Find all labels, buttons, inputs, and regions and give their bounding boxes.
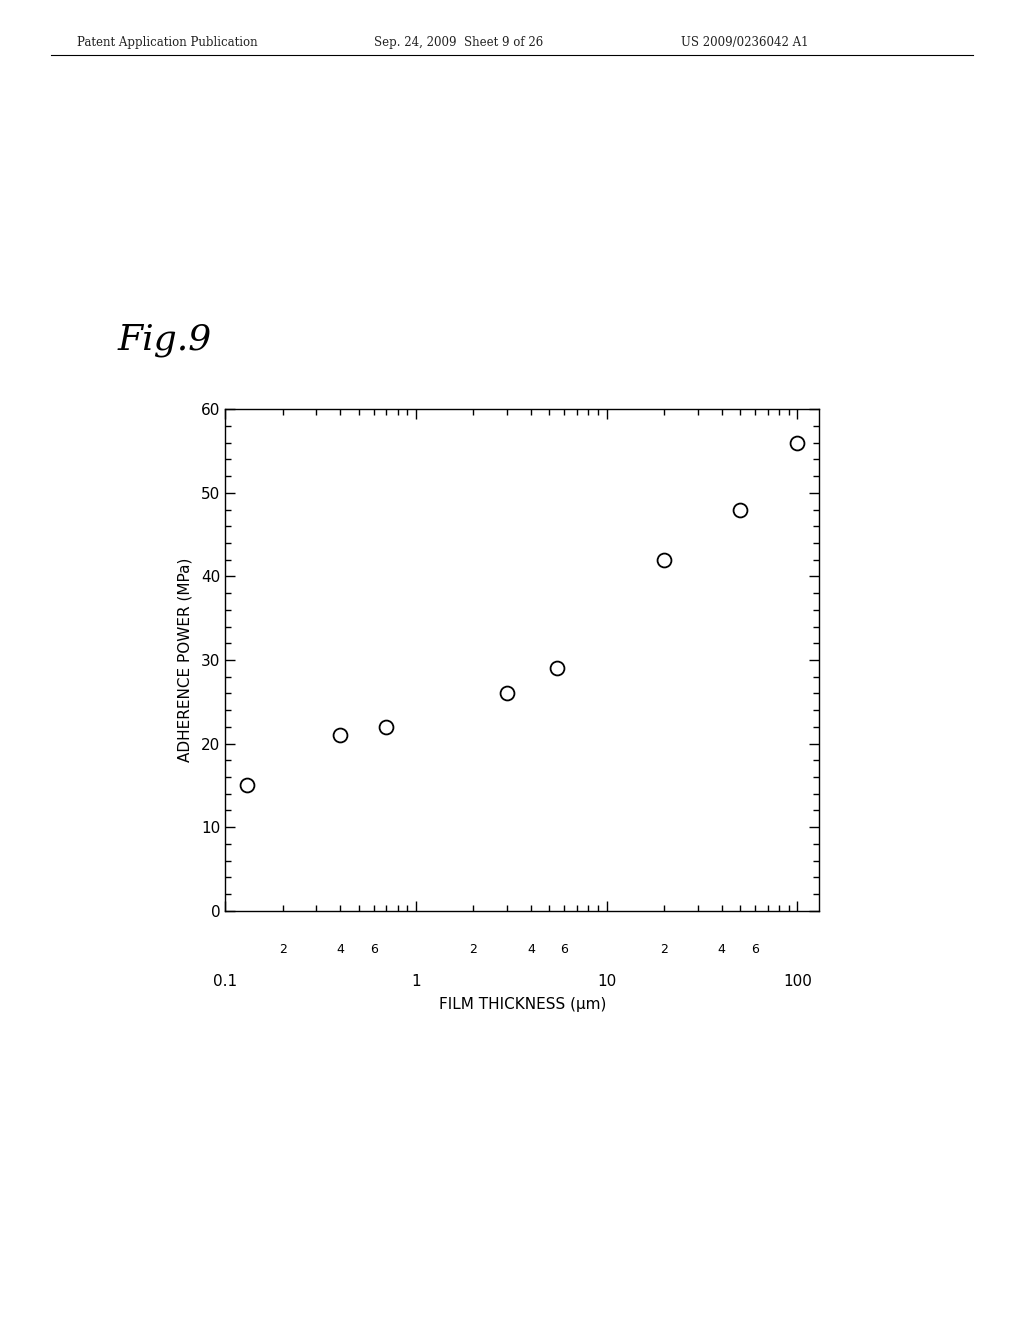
Text: 10: 10 (597, 974, 616, 989)
Text: 2: 2 (469, 942, 477, 956)
Text: Patent Application Publication: Patent Application Publication (77, 36, 257, 49)
Text: 6: 6 (752, 942, 759, 956)
Text: 4: 4 (527, 942, 535, 956)
Text: 2: 2 (660, 942, 668, 956)
Text: 4: 4 (336, 942, 344, 956)
Text: 6: 6 (370, 942, 378, 956)
Text: FILM THICKNESS (μm): FILM THICKNESS (μm) (438, 997, 606, 1011)
Text: 2: 2 (279, 942, 287, 956)
Text: US 2009/0236042 A1: US 2009/0236042 A1 (681, 36, 809, 49)
Text: 100: 100 (783, 974, 812, 989)
Text: 0.1: 0.1 (213, 974, 238, 989)
Y-axis label: ADHERENCE POWER (MPa): ADHERENCE POWER (MPa) (178, 558, 193, 762)
Text: Fig.9: Fig.9 (118, 323, 212, 358)
Text: Sep. 24, 2009  Sheet 9 of 26: Sep. 24, 2009 Sheet 9 of 26 (374, 36, 543, 49)
Text: 4: 4 (718, 942, 726, 956)
Text: 1: 1 (412, 974, 421, 989)
Text: 6: 6 (560, 942, 568, 956)
